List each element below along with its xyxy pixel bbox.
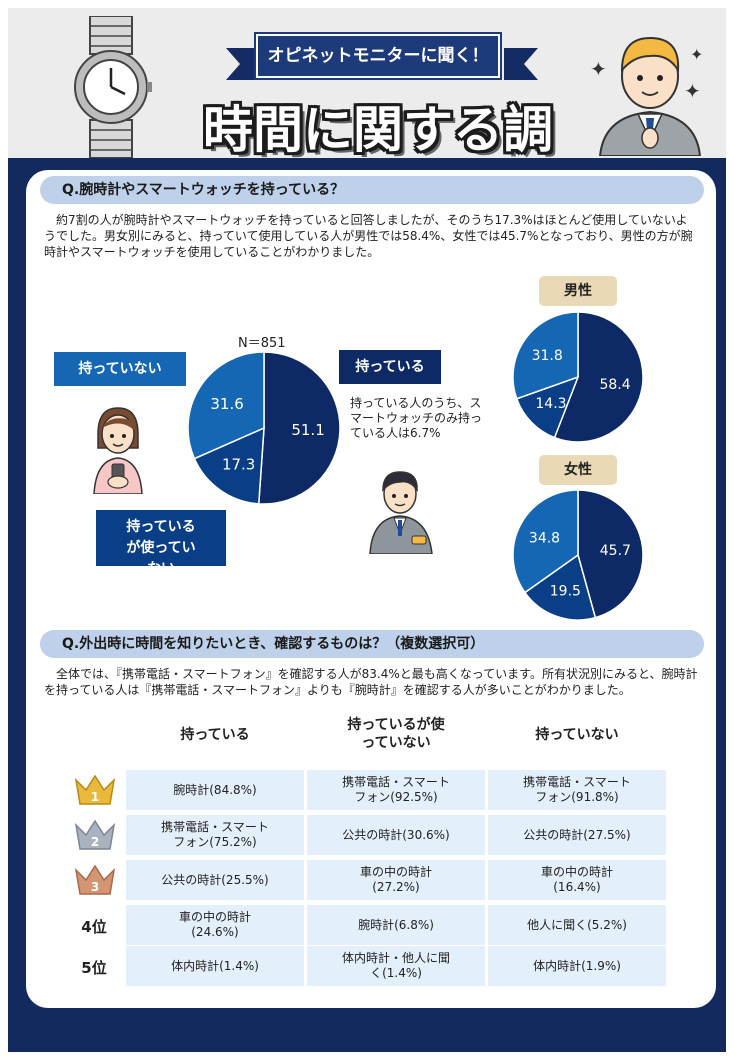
ranking-cell: 体内時計(1.9%) xyxy=(488,946,666,986)
female-label: 女性 xyxy=(539,455,617,485)
rank-number: 1 xyxy=(91,790,99,804)
q1-description: 約7割の人が腕時計やスマートウォッチを持っていると回答しましたが、そのうち17.… xyxy=(44,213,693,259)
male-pie-chart: 58.4 14.3 31.8 xyxy=(512,311,644,443)
page-title: 時間に関する調査 xyxy=(203,101,553,223)
pie-value-label-1: 19.5 xyxy=(550,583,581,599)
ranking-cell-text: 体内時計・他人に聞く(1.4%) xyxy=(341,951,450,980)
female-pie-chart: 45.7 19.5 34.8 xyxy=(512,489,644,621)
pie-slice-0 xyxy=(257,351,341,505)
rank-label: 5位 xyxy=(81,959,107,977)
column-header-2: 持っていない xyxy=(535,727,619,743)
pie-slice-2 xyxy=(512,489,579,594)
callout-not-have: 持っていない xyxy=(54,352,186,386)
rank-crown-icon-3: 3 xyxy=(74,864,116,895)
ranking-cell: 携帯電話・スマートフォン(75.2%) xyxy=(126,815,304,855)
ranking-cell-text: 腕時計(84.8%) xyxy=(173,782,257,797)
pie-value-label-2: 31.6 xyxy=(210,395,243,413)
ranking-cell: 体内時計・他人に聞く(1.4%) xyxy=(307,946,485,986)
q1-question: Q.腕時計やスマートウォッチを持っている？ xyxy=(40,176,704,204)
ranking-cell-text: 体内時計(1.4%) xyxy=(171,958,259,973)
ranking-cell: 車の中の時計(27.2%) xyxy=(307,860,485,900)
ranking-cell-text: 体内時計(1.9%) xyxy=(533,958,621,973)
survey-banner: オピネットモニターに聞く！ xyxy=(256,34,500,78)
businessman-icon: ✦ ✦ ✦ xyxy=(590,36,703,156)
rank-number: 3 xyxy=(91,880,99,894)
ranking-cell-text: 他人に聞く(5.2%) xyxy=(527,917,627,932)
pie-value-label-0: 58.4 xyxy=(599,377,630,393)
ranking-cell-text: 腕時計(6.8%) xyxy=(358,917,434,932)
callout-unused: 持っているが使っていない xyxy=(96,510,226,577)
ranking-cell: 車の中の時計(16.4%) xyxy=(488,860,666,900)
ranking-cell-text: 携帯電話・スマートフォン(91.8%) xyxy=(523,775,631,804)
pie-slice-1 xyxy=(515,375,580,439)
column-header-0: 持っている xyxy=(180,727,250,743)
ranking-cell-text: 公共の時計(27.5%) xyxy=(523,827,631,842)
pie-value-label-1: 17.3 xyxy=(222,455,255,473)
pie-slice-0 xyxy=(577,489,644,619)
ranking-cell: 公共の時計(25.5%) xyxy=(126,860,304,900)
q2-question: Q.外出時に時間を知りたいとき、確認するものは？（複数選択可） xyxy=(40,630,704,658)
pie-slice-0 xyxy=(553,311,644,443)
svg-text:✦: ✦ xyxy=(690,45,703,64)
survey-card: Q.腕時計やスマートウォッチを持っている？ 約7割の人が腕時計やスマートウォッチ… xyxy=(26,170,716,1008)
banner-text: オピネットモニターに聞く！ xyxy=(267,46,489,66)
svg-text:✦: ✦ xyxy=(684,79,701,103)
ranking-cell-text: 公共の時計(30.6%) xyxy=(342,827,450,842)
pie-value-label-1: 14.3 xyxy=(535,396,566,412)
ranking-cell-text: 公共の時計(25.5%) xyxy=(161,872,269,887)
ranking-cell-text: 車の中の時計(16.4%) xyxy=(540,865,613,894)
q2-description: 全体では、『携帯電話・スマートフォン』を確認する人が83.4%と最も高くなってい… xyxy=(44,667,698,697)
ranking-cell: 携帯電話・スマートフォン(92.5%) xyxy=(307,770,485,810)
pie-slice-1 xyxy=(523,553,597,621)
pie-slice-2 xyxy=(187,351,265,460)
ranking-cell-text: 携帯電話・スマートフォン(75.2%) xyxy=(161,820,269,849)
sample-size-label: N＝851 xyxy=(238,336,286,351)
ranking-cell: 車の中の時計(24.6%) xyxy=(126,905,304,945)
ranking-cell: 携帯電話・スマートフォン(91.8%) xyxy=(488,770,666,810)
man-watch-icon xyxy=(369,471,433,554)
woman-smartphone-icon xyxy=(93,407,143,494)
banner-ribbon-left xyxy=(226,48,260,80)
rank-crown-icon-2: 2 xyxy=(74,819,116,850)
pie-value-label-2: 34.8 xyxy=(529,531,560,547)
banner-ribbon-right xyxy=(504,48,538,80)
ranking-cell-text: 車の中の時計(24.6%) xyxy=(178,910,251,939)
ranking-cell: 公共の時計(30.6%) xyxy=(307,815,485,855)
rank-crown-icon-1: 1 xyxy=(74,774,116,805)
watch-icon xyxy=(74,16,152,158)
svg-text:✦: ✦ xyxy=(590,57,607,81)
ranking-cell: 他人に聞く(5.2%) xyxy=(488,905,666,945)
ranking-cell: 公共の時計(27.5%) xyxy=(488,815,666,855)
rank-number: 2 xyxy=(91,835,99,849)
ranking-cell-text: 携帯電話・スマートフォン(92.5%) xyxy=(342,775,450,804)
overall-pie-chart: 51.1 17.3 31.6 xyxy=(187,351,341,505)
pie-slice-1 xyxy=(193,426,265,505)
column-header-1: 持っているが使っていない xyxy=(347,717,445,751)
pie-value-label-0: 51.1 xyxy=(291,421,324,439)
smartwatch-note: 持っている人のうち、スマートウォッチのみ持っている人は6.7% xyxy=(350,396,483,440)
ranking-cell-text: 車の中の時計(27.2%) xyxy=(359,865,432,894)
ranking-cell: 腕時計(6.8%) xyxy=(307,905,485,945)
pie-value-label-2: 31.8 xyxy=(532,348,563,364)
callout-have: 持っている xyxy=(339,350,441,384)
pie-slice-2 xyxy=(512,311,579,400)
male-label: 男性 xyxy=(539,276,617,306)
header: オピネットモニターに聞く！ 時間に関する調査 ✦ ✦ ✦ xyxy=(8,8,726,223)
ranking-cell: 腕時計(84.8%) xyxy=(126,770,304,810)
ranking-cell: 体内時計(1.4%) xyxy=(126,946,304,986)
pie-value-label-0: 45.7 xyxy=(600,543,631,559)
rank-label: 4位 xyxy=(81,918,107,936)
